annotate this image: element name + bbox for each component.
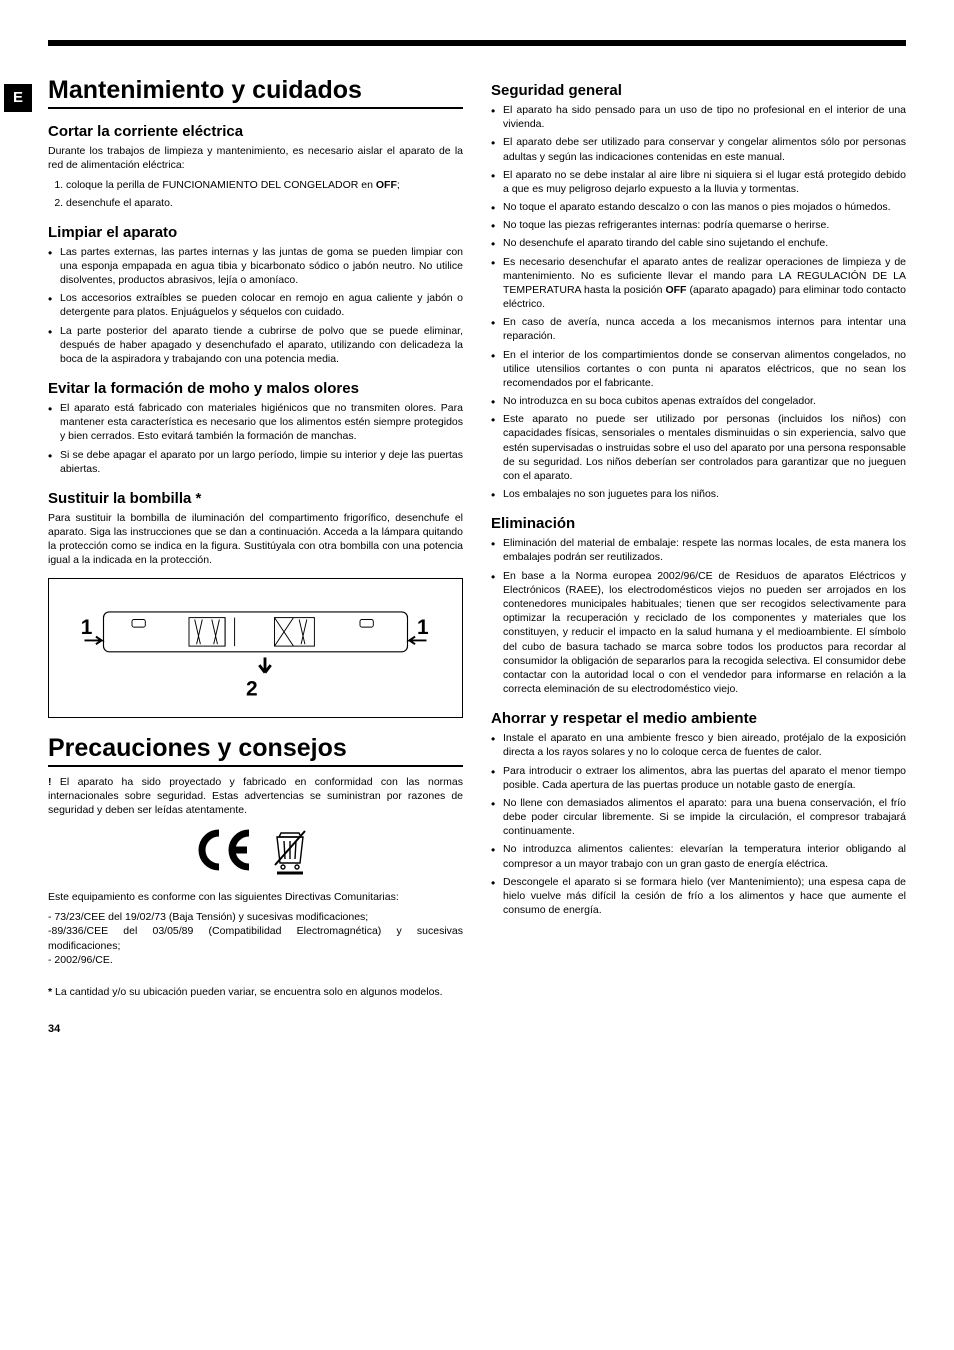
- list-item: El aparato no se debe instalar al aire l…: [491, 168, 906, 196]
- heading-maintenance: Mantenimiento y cuidados: [48, 76, 463, 109]
- cortar-intro: Durante los trabajos de limpieza y mante…: [48, 144, 463, 172]
- list-item: Descongele el aparato si se formara hiel…: [491, 875, 906, 918]
- subheading-limpiar: Limpiar el aparato: [48, 224, 463, 241]
- list-item: Eliminación del material de embalaje: re…: [491, 536, 906, 564]
- ce-icon: [202, 833, 249, 867]
- directive-line: - 73/23/CEE del 19/02/73 (Baja Tensión) …: [48, 910, 463, 924]
- list-item: No introduzca en su boca cubitos apenas …: [491, 394, 906, 408]
- directive-line: -89/336/CEE del 03/05/89 (Compatibilidad…: [48, 924, 463, 952]
- list-item: Si se debe apagar el aparato por un larg…: [48, 448, 463, 476]
- evitar-list: El aparato está fabricado con materiales…: [48, 401, 463, 476]
- list-item: No toque el aparato estando descalzo o c…: [491, 200, 906, 214]
- subheading-eliminacion: Eliminación: [491, 515, 906, 532]
- list-item: El aparato ha sido pensado para un uso d…: [491, 103, 906, 131]
- weee-bin-icon: [275, 831, 305, 873]
- limpiar-list: Las partes externas, las partes internas…: [48, 245, 463, 366]
- step-1: coloque la perilla de FUNCIONAMIENTO DEL…: [66, 178, 463, 192]
- diagram-label-1-right: 1: [417, 615, 429, 638]
- cortar-steps: coloque la perilla de FUNCIONAMIENTO DEL…: [48, 178, 463, 209]
- subheading-evitar: Evitar la formación de moho y malos olor…: [48, 380, 463, 397]
- list-item: Para introducir o extraer los alimentos,…: [491, 764, 906, 792]
- top-rule: [48, 40, 906, 46]
- list-item: Este aparato no puede ser utilizado por …: [491, 412, 906, 483]
- diagram-label-1-left: 1: [81, 615, 93, 638]
- list-item: En base a la Norma europea 2002/96/CE de…: [491, 569, 906, 697]
- heading-precauciones: Precauciones y consejos: [48, 734, 463, 767]
- bulb-diagram: 1 1 2: [48, 578, 463, 718]
- directive-line: - 2002/96/CE.: [48, 953, 463, 967]
- list-item: En el interior de los compartimientos do…: [491, 348, 906, 391]
- prec-intro: ! El aparato ha sido proyectado y fabric…: [48, 775, 463, 818]
- list-item: No introduzca alimentos calientes: eleva…: [491, 842, 906, 870]
- subheading-seguridad: Seguridad general: [491, 82, 906, 99]
- seguridad-list: El aparato ha sido pensado para un uso d…: [491, 103, 906, 501]
- list-item: Instale el aparato en una ambiente fresc…: [491, 731, 906, 759]
- ce-mark-block: [48, 825, 463, 880]
- list-item: Es necesario desenchufar el aparato ante…: [491, 255, 906, 312]
- step-2: desenchufe el aparato.: [66, 196, 463, 210]
- list-item: Los embalajes no son juguetes para los n…: [491, 487, 906, 501]
- right-column: Seguridad general El aparato ha sido pen…: [491, 76, 906, 999]
- footnote-star: * La cantidad y/o su ubicación pueden va…: [48, 985, 463, 999]
- list-item: No toque las piezas refrigerantes intern…: [491, 218, 906, 232]
- directives-intro: Este equipamiento es conforme con las si…: [48, 890, 463, 904]
- list-item: El aparato debe ser utilizado para conse…: [491, 135, 906, 163]
- left-column: E Mantenimiento y cuidados Cortar la cor…: [48, 76, 463, 999]
- page-number: 34: [48, 1023, 906, 1035]
- content-columns: E Mantenimiento y cuidados Cortar la cor…: [48, 76, 906, 999]
- bombilla-para: Para sustituir la bombilla de iluminació…: [48, 511, 463, 568]
- list-item: En caso de avería, nunca acceda a los me…: [491, 315, 906, 343]
- subheading-bombilla: Sustituir la bombilla *: [48, 490, 463, 507]
- subheading-cortar: Cortar la corriente eléctrica: [48, 123, 463, 140]
- ahorrar-list: Instale el aparato en una ambiente fresc…: [491, 731, 906, 917]
- list-item: No desenchufe el aparato tirando del cab…: [491, 236, 906, 250]
- language-badge: E: [4, 84, 32, 112]
- eliminacion-list: Eliminación del material de embalaje: re…: [491, 536, 906, 696]
- list-item: El aparato está fabricado con materiales…: [48, 401, 463, 444]
- list-item: La parte posterior del aparato tiende a …: [48, 324, 463, 367]
- diagram-label-2: 2: [246, 677, 258, 700]
- list-item: Las partes externas, las partes internas…: [48, 245, 463, 288]
- list-item: Los accesorios extraíbles se pueden colo…: [48, 291, 463, 319]
- list-item: No llene con demasiados alimentos el apa…: [491, 796, 906, 839]
- subheading-ahorrar: Ahorrar y respetar el medio ambiente: [491, 710, 906, 727]
